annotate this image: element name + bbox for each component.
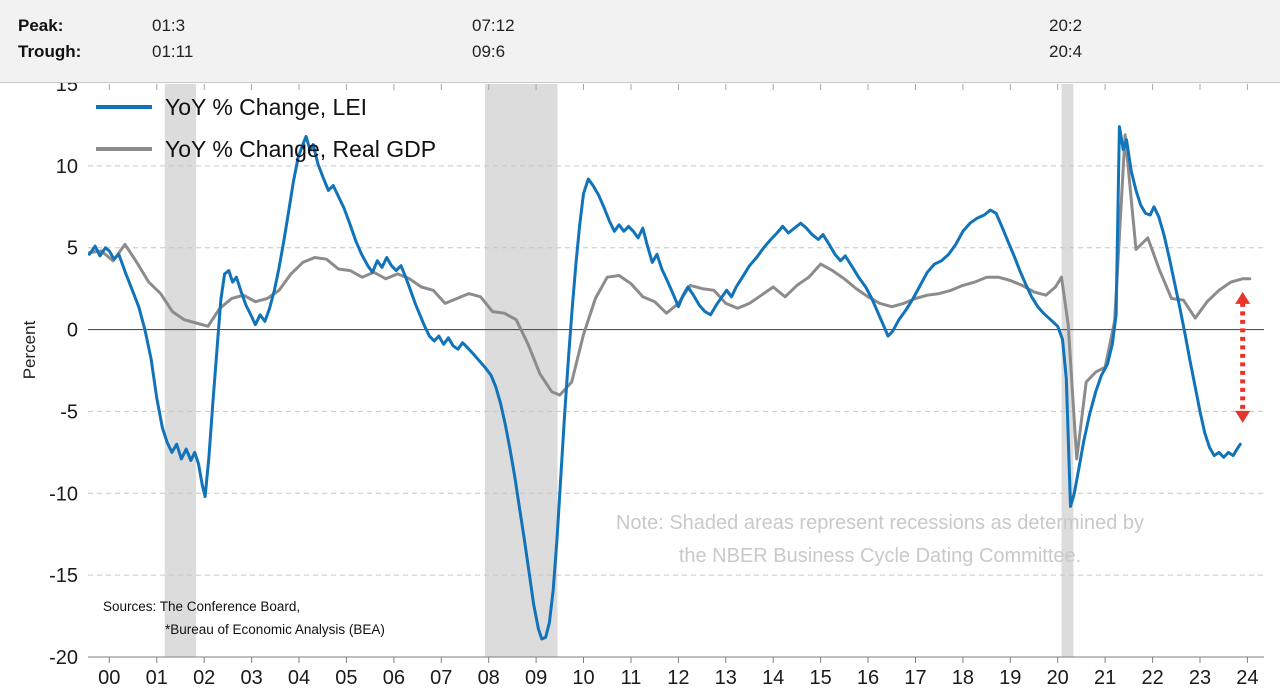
legend-label-lei: YoY % Change, LEI	[165, 93, 368, 120]
x-tick-label: 03	[240, 667, 262, 689]
note-line-1: Note: Shaded areas represent recessions …	[615, 512, 1145, 534]
x-tick-label: 23	[1189, 667, 1211, 689]
x-tick-label: 22	[1141, 667, 1163, 689]
x-tick-label: 10	[572, 667, 594, 689]
sources-line-2: *Bureau of Economic Analysis (BEA)	[165, 622, 385, 637]
recession-annotation: 01:3 01:11	[152, 16, 194, 61]
y-tick-label: 5	[67, 238, 78, 260]
header-strip: Peak: Trough: 01:3 01:11 07:12 09:6 20:2 20:4	[0, 0, 1280, 83]
x-tick-label: 01	[146, 667, 168, 689]
legend-item-gdp: YoY % Change, Real GDP	[96, 128, 436, 170]
y-tick-label: -15	[49, 565, 78, 587]
legend: YoY % Change, LEI YoY % Change, Real GDP	[96, 86, 436, 170]
lei-line-swatch	[96, 105, 152, 109]
x-tick-label: 08	[478, 667, 500, 689]
x-tick-label: 06	[383, 667, 405, 689]
y-tick-label: -20	[49, 647, 78, 669]
gdp-line	[87, 133, 1252, 461]
x-tick-label: 20	[1047, 667, 1069, 689]
x-tick-label: 11	[621, 667, 642, 689]
sources-line-1: Sources: The Conference Board,	[103, 599, 301, 614]
y-axis-title: Percent	[20, 320, 39, 380]
trough-label: Trough:	[18, 42, 82, 61]
x-tick-label: 00	[98, 667, 120, 689]
x-tick-label: 21	[1094, 667, 1116, 689]
recession-note: Note: Shaded areas represent recessions …	[590, 507, 1170, 573]
y-tick-label: -10	[49, 483, 78, 505]
y-tick-label: -5	[60, 401, 78, 423]
x-tick-label: 19	[999, 667, 1021, 689]
x-tick-label: 04	[288, 667, 310, 689]
lei-line	[87, 125, 1242, 641]
x-tick-label: 02	[193, 667, 215, 689]
x-tick-label: 05	[335, 667, 357, 689]
recession-band	[1061, 84, 1074, 657]
note-line-2: the NBER Business Cycle Dating Committee…	[678, 545, 1082, 567]
arrow-head-down-icon	[1235, 410, 1251, 423]
recession-band	[484, 84, 558, 657]
y-tick-label: 0	[67, 320, 78, 342]
x-tick-label: 09	[525, 667, 547, 689]
peak-label: Peak:	[18, 16, 64, 35]
x-tick-label: 13	[715, 667, 737, 689]
x-tick-label: 18	[952, 667, 974, 689]
peak-trough-labels: Peak: Trough:	[18, 13, 81, 65]
sources: Sources: The Conference Board, *Bureau o…	[103, 595, 385, 641]
x-tick-label: 14	[762, 667, 784, 689]
x-tick-label: 17	[904, 667, 926, 689]
recession-annotation: 07:12 09:6	[472, 16, 515, 61]
gdp-line-swatch	[96, 147, 152, 151]
x-tick-label: 24	[1236, 667, 1258, 689]
legend-label-gdp: YoY % Change, Real GDP	[165, 135, 437, 162]
x-tick-label: 12	[667, 667, 689, 689]
recession-band	[164, 84, 197, 657]
x-tick-label: 07	[430, 667, 452, 689]
legend-item-lei: YoY % Change, LEI	[96, 86, 436, 128]
recession-annotation: 20:2 20:4	[1049, 16, 1083, 61]
y-tick-label: 10	[56, 156, 78, 178]
x-tick-label: 15	[809, 667, 831, 689]
arrow-head-up-icon	[1235, 291, 1251, 304]
x-tick-label: 16	[857, 667, 879, 689]
